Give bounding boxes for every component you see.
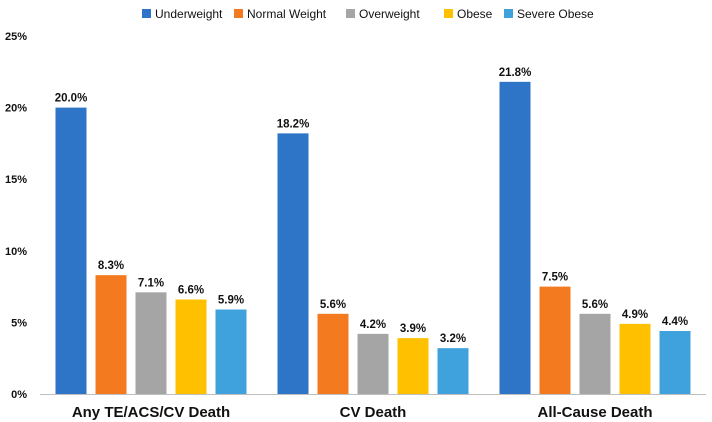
y-tick-label: 25% [5,31,27,43]
bar-severe-obese [215,309,247,394]
bar-severe-obese [659,330,691,394]
bar-obese [397,338,429,394]
y-axis: 0% 5% 10% 15% 20% 25% [5,31,27,401]
y-tick-label: 10% [5,246,27,258]
data-label: 4.2% [360,319,386,331]
data-label: 18.2% [277,118,310,130]
y-tick-label: 15% [5,174,27,186]
bar-overweight [357,333,389,394]
bar-obese [175,299,207,394]
data-label: 8.3% [98,260,124,272]
x-axis: Any TE/ACS/CV Death CV Death All-Cause Dea… [40,394,706,421]
bars [55,81,691,394]
y-tick-label: 5% [11,317,27,329]
legend-item: Severe Obese [504,7,594,21]
data-label: 7.5% [542,272,568,284]
legend-label: Overweight [359,7,420,21]
data-labels: 20.0% 8.3% 7.1% 6.6% 5.9% 18.2% 5.6% 4.2% 3.9% 3.… [55,67,688,345]
bar-underweight [499,81,531,394]
category-label: Any TE/ACS/CV Death [72,404,230,421]
bar-severe-obese [437,348,469,394]
legend-swatch [142,9,151,18]
y-tick-label: 0% [11,389,27,401]
legend-label: Normal Weight [247,7,327,21]
legend-swatch [504,9,513,18]
legend-swatch [234,9,243,18]
bar-obese [619,323,651,394]
category-label: CV Death [340,404,407,421]
data-label: 5.6% [320,299,346,311]
legend-label: Underweight [155,7,223,21]
legend-swatch [444,9,453,18]
data-label: 21.8% [499,67,532,79]
legend-item: Normal Weight [234,7,327,21]
data-label: 3.9% [400,323,426,335]
legend: Underweight Normal Weight Overweight Obese S… [142,7,594,21]
bar-underweight [277,133,309,394]
data-label: 5.6% [582,299,608,311]
bar-overweight [135,292,167,394]
bar-overweight [579,313,611,394]
data-label: 7.1% [138,277,164,289]
legend-item: Overweight [346,7,420,21]
legend-swatch [346,9,355,18]
data-label: 4.9% [622,309,648,321]
category-label: All-Cause Death [537,404,652,421]
bar-underweight [55,107,87,394]
bar-normal-weight [95,275,127,394]
bar-normal-weight [539,286,571,394]
legend-label: Obese [457,7,493,21]
data-label: 5.9% [218,295,244,307]
data-label: 4.4% [662,316,688,328]
data-label: 20.0% [55,93,88,105]
data-label: 3.2% [440,333,466,345]
legend-label: Severe Obese [517,7,594,21]
y-tick-label: 20% [5,103,27,115]
data-label: 6.6% [178,284,204,296]
legend-item: Obese [444,7,493,21]
legend-item: Underweight [142,7,223,21]
bar-normal-weight [317,313,349,394]
